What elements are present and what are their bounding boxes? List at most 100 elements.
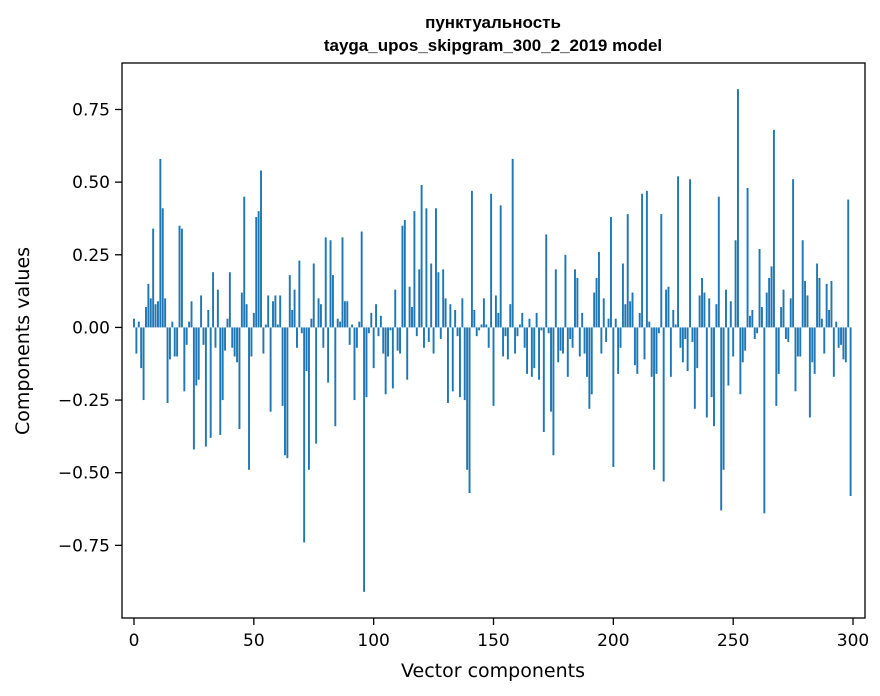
bar bbox=[722, 327, 725, 470]
bar bbox=[763, 327, 766, 514]
bar bbox=[818, 278, 821, 328]
bar bbox=[262, 327, 265, 354]
bar bbox=[226, 318, 229, 328]
bar bbox=[406, 327, 409, 380]
bar bbox=[792, 179, 795, 328]
y-axis-label: Components values bbox=[12, 247, 34, 435]
bar bbox=[161, 208, 164, 328]
bar bbox=[746, 187, 749, 328]
bar bbox=[667, 286, 670, 328]
x-tick-label: 150 bbox=[477, 631, 509, 651]
bar bbox=[379, 315, 382, 328]
bar bbox=[329, 240, 332, 328]
bar bbox=[442, 269, 445, 328]
bar bbox=[248, 327, 250, 470]
bar bbox=[387, 327, 389, 357]
bar bbox=[768, 278, 771, 328]
x-tick-label: 250 bbox=[717, 631, 749, 651]
y-axis: −0.75 −0.50 −0.25 0.00 0.25 0.50 0.75 bbox=[58, 100, 122, 556]
bar bbox=[681, 327, 684, 363]
bar bbox=[298, 260, 301, 328]
bar bbox=[192, 327, 195, 450]
bar bbox=[279, 295, 282, 328]
bar bbox=[437, 272, 440, 328]
bar bbox=[617, 327, 620, 374]
bar bbox=[451, 327, 454, 392]
bar bbox=[550, 327, 552, 412]
bar bbox=[583, 327, 586, 354]
bar bbox=[514, 327, 517, 354]
bar bbox=[296, 327, 298, 348]
bar bbox=[547, 327, 550, 334]
bar bbox=[530, 327, 533, 377]
bar bbox=[619, 327, 622, 348]
bar bbox=[188, 321, 191, 328]
bar bbox=[216, 289, 219, 328]
bar bbox=[324, 237, 327, 328]
bar bbox=[487, 327, 490, 348]
bar bbox=[605, 327, 608, 342]
bar bbox=[837, 327, 840, 348]
bar bbox=[394, 289, 397, 328]
bar bbox=[425, 208, 428, 328]
bar bbox=[281, 327, 284, 406]
bar bbox=[693, 327, 696, 409]
bar bbox=[358, 321, 361, 328]
bar bbox=[799, 327, 802, 357]
bar bbox=[825, 283, 828, 328]
bar bbox=[478, 327, 481, 331]
bar bbox=[751, 309, 754, 328]
bar bbox=[154, 304, 157, 328]
bar bbox=[629, 301, 632, 328]
bar bbox=[375, 304, 378, 328]
bar bbox=[732, 327, 735, 357]
bar bbox=[607, 318, 610, 328]
bar bbox=[672, 309, 675, 328]
bar bbox=[528, 318, 531, 328]
bar bbox=[823, 327, 826, 354]
bar bbox=[176, 327, 179, 357]
bar bbox=[708, 298, 711, 328]
bar bbox=[811, 327, 814, 363]
bar bbox=[653, 327, 656, 470]
bar bbox=[840, 327, 842, 345]
bars-group bbox=[133, 89, 852, 592]
bar bbox=[609, 217, 612, 328]
bar bbox=[780, 307, 783, 328]
bar bbox=[511, 158, 514, 328]
bar bbox=[612, 327, 615, 467]
bar bbox=[166, 327, 169, 403]
bar bbox=[219, 327, 222, 435]
bar bbox=[624, 304, 627, 328]
bar bbox=[794, 327, 797, 392]
bar bbox=[832, 327, 835, 377]
bar bbox=[595, 278, 598, 328]
bar bbox=[267, 295, 270, 328]
bar bbox=[284, 327, 286, 456]
bar bbox=[521, 312, 524, 328]
bar bbox=[816, 263, 819, 328]
bar bbox=[516, 327, 519, 337]
bar bbox=[552, 327, 555, 456]
x-tick-label: 0 bbox=[129, 631, 140, 651]
bar bbox=[727, 327, 730, 386]
bar bbox=[231, 327, 234, 348]
bar bbox=[415, 327, 418, 337]
bar bbox=[156, 301, 159, 328]
bar bbox=[497, 312, 500, 328]
bar bbox=[490, 193, 493, 328]
bar bbox=[645, 190, 648, 328]
bar bbox=[224, 327, 227, 351]
bar bbox=[334, 327, 337, 427]
bar bbox=[439, 327, 442, 340]
bar bbox=[518, 324, 521, 328]
bar bbox=[578, 327, 581, 357]
bar bbox=[389, 327, 392, 331]
bar bbox=[562, 327, 564, 354]
bar bbox=[351, 324, 354, 328]
bar bbox=[813, 327, 816, 374]
bar bbox=[835, 321, 838, 328]
bar bbox=[734, 240, 737, 328]
bar bbox=[559, 327, 562, 351]
